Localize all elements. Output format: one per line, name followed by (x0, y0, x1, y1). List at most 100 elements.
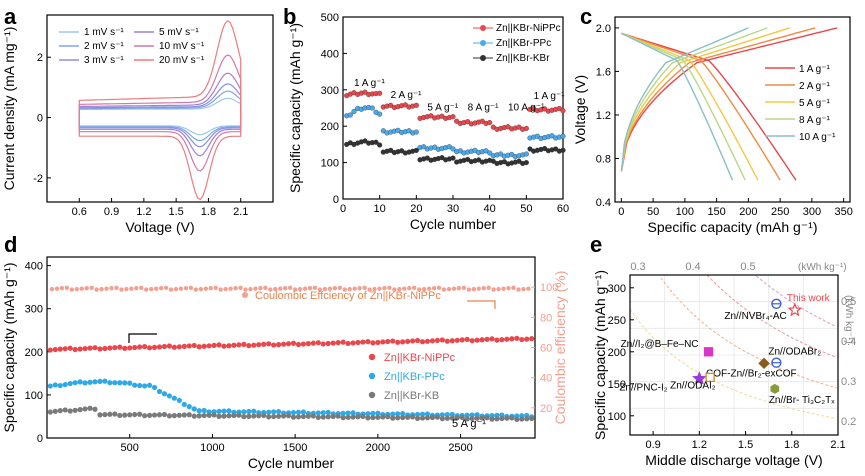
panel-d-ce-point (317, 287, 323, 292)
panel-c-ylabel: Voltage (V) (572, 75, 588, 144)
panel-d-point-2 (345, 410, 351, 416)
panel-d-ce-point (397, 286, 402, 292)
panel-e-point-label: Zn//NVBr₄-AC (724, 311, 786, 322)
panel-d-point-3 (464, 416, 470, 422)
panel-d-ce-point (218, 287, 223, 292)
panel-d-point-3 (375, 414, 381, 420)
panel-e-point-5 (758, 357, 770, 370)
panel-d-point-1 (97, 346, 103, 352)
panel-d-point-3 (320, 414, 326, 420)
panel-d-point-3 (514, 416, 520, 422)
panel-d-point-3 (241, 414, 247, 420)
panel-d-ce-point (471, 286, 476, 292)
panel-d-ce-point (501, 286, 506, 291)
panel-d-legend-label: Zn||KBr-NiPPc (384, 352, 456, 364)
panel-b-ytick-label: 500 (321, 12, 339, 24)
panel-d-point-3 (82, 406, 88, 412)
panel-e-point-label: COF-Zn//Br₂-exCOF (706, 368, 797, 379)
panel-e-point-3 (703, 347, 714, 357)
panel-c-discharge-1 (621, 32, 797, 181)
panel-a-ytick-label: 0 (37, 113, 43, 125)
panel-a-ytick-label: -2 (33, 173, 43, 185)
panel-b-ytick-label: 400 (321, 48, 339, 60)
panel-d-point-3 (97, 412, 103, 418)
panel-d-point-3 (310, 413, 316, 419)
panel-c-ytick-label: 1.2 (596, 110, 611, 122)
panel-d-point-1 (360, 339, 366, 345)
panel-a-legend-label: 2 mV s⁻¹ (84, 41, 124, 52)
panel-c-legend-label: 5 A g⁻¹ (799, 98, 831, 109)
panel-d-ce-point (163, 285, 169, 290)
panel-d-point-3 (271, 413, 277, 420)
panel-d-ce-point (208, 286, 213, 291)
panel-d-legend-label: Zn||KBr-KB (384, 390, 439, 402)
panel-b-rate-label: 5 A g⁻¹ (427, 103, 459, 114)
panel-b: 0 10 20 30 40 50 60 0 100 200 300 400 500 Cycle numbe… (287, 12, 569, 232)
panel-b-point (377, 90, 383, 96)
panel-d-point-1 (112, 344, 118, 351)
panel-d-point-1 (405, 338, 411, 345)
panel-d-ce-point (451, 286, 457, 291)
panel-d-point-1 (171, 344, 177, 350)
panel-d-point-1 (310, 340, 316, 346)
panel-d: 500 1000 1500 2000 2500 0 100 200 300 400 20 40 60 80… (1, 256, 568, 471)
panel-c-xtick-label: 0 (618, 206, 624, 218)
panel-d-point-3 (380, 414, 386, 420)
panel-b-point (560, 108, 566, 114)
panel-d-ylabel: Specific capacity (mAh g⁻¹) (1, 263, 17, 433)
panel-d-point-2 (156, 388, 163, 395)
panel-d-ce-point (511, 285, 516, 290)
panel-d-point-1 (524, 336, 530, 342)
panel-c-legend-label: 2 A g⁻¹ (799, 81, 831, 92)
panel-b-legend-label: Zn||KBr-PPc (496, 38, 551, 49)
panel-d-point-3 (67, 408, 73, 414)
panel-d-point-3 (504, 415, 510, 421)
panel-e-iso-curve (629, 308, 837, 420)
panel-d-point-1 (127, 345, 133, 351)
panel-d-xtick-label: 1000 (200, 442, 224, 454)
panel-d-ce-point (84, 286, 89, 291)
panel-d-point-1 (261, 341, 267, 347)
panel-d-point-3 (72, 407, 78, 413)
panel-d-point-1 (514, 335, 520, 341)
panel-d-point-1 (146, 345, 153, 351)
panel-d-ytick-label: 200 (25, 347, 43, 359)
panel-d-ce-point (158, 286, 164, 291)
panel-d-ce-point (352, 286, 357, 291)
panel-d-ce-point (521, 286, 526, 292)
panel-e-point-6 (692, 371, 707, 385)
panel-d-point-3 (92, 406, 98, 412)
panel-d-y2tick-label: 20 (540, 403, 552, 415)
panel-d-point-1 (196, 344, 202, 350)
panel-d-point-1 (221, 343, 227, 349)
panel-e-frame (629, 274, 839, 436)
panel-d-point-3 (360, 413, 366, 420)
panel-d-xtick-label: 1500 (283, 442, 307, 454)
panel-d-point-2 (92, 379, 98, 385)
panel-d-ce-point (273, 286, 278, 292)
panel-d-ce-point (412, 285, 417, 290)
panel-label-d: d (4, 232, 17, 257)
panel-d-ce-point (491, 287, 496, 292)
panel-d-point-1 (375, 339, 381, 346)
panel-c-xtick-label: 250 (771, 206, 789, 218)
panel-d-point-1 (201, 343, 207, 349)
panel-b-xtick-label: 50 (520, 203, 532, 215)
panel-b-ytick-label: 300 (321, 85, 339, 97)
panel-d-point-1 (454, 337, 460, 343)
panel-e-point-label: Zn//Br- Ti₃C₂Tₓ (769, 395, 835, 406)
panel-d-point-2 (251, 408, 257, 414)
panel-d-point-3 (52, 408, 58, 414)
panel-a-series-3 (78, 83, 242, 148)
panel-d-point-1 (132, 344, 138, 351)
panel-d-point-2 (191, 406, 197, 412)
panel-d-ce-point (183, 286, 189, 291)
panel-d-point-2 (449, 411, 455, 417)
panel-d-ce-point (347, 286, 352, 292)
panel-d-point-2 (107, 380, 113, 386)
panel-c-discharge-3 (621, 32, 759, 181)
panel-d-point-3 (429, 414, 436, 421)
panel-c-discharge-2 (621, 32, 781, 181)
panel-d-point-3 (57, 408, 63, 414)
